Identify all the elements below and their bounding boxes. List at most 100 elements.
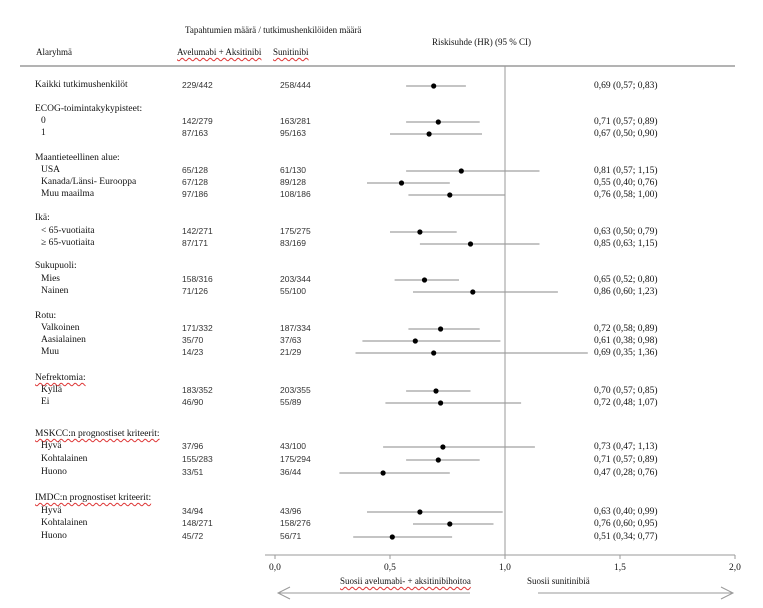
arm1-events: 155/283 — [182, 454, 213, 464]
arm1-events: 46/90 — [182, 397, 204, 407]
row-label: 0 — [41, 116, 46, 126]
hr-point — [438, 326, 444, 332]
arm2-events: 55/100 — [280, 286, 306, 296]
arm2-events: 36/44 — [280, 467, 302, 477]
hr-point — [389, 534, 395, 540]
hr-ci-text: 0,47 (0,28; 0,76) — [594, 468, 658, 478]
hr-ci-text: 0,63 (0,40; 0,99) — [594, 507, 658, 517]
right-arrow-head — [720, 586, 735, 600]
arm2-events: 258/444 — [280, 80, 311, 90]
x-tick-label: 1,0 — [499, 563, 511, 573]
arm2-events: 95/163 — [280, 128, 306, 138]
arm2-events: 158/276 — [280, 518, 311, 528]
arm1-events: 37/96 — [182, 441, 204, 451]
arm2-events: 203/355 — [280, 385, 311, 395]
arm2-column-header: Sunitinibi — [273, 47, 309, 57]
row-label: USA — [41, 165, 61, 175]
hr-ci-text: 0,86 (0,60; 1,23) — [594, 287, 658, 297]
row-label: < 65-vuotiaita — [41, 226, 95, 236]
arm1-events: 71/126 — [182, 286, 208, 296]
row-label: Valkoinen — [41, 323, 80, 333]
subgroup-heading: Rotu: — [35, 311, 57, 321]
hr-ci-text: 0,61 (0,38; 0,98) — [594, 336, 658, 346]
subgroup-heading: MSKCC:n prognostiset kriteerit: — [35, 429, 160, 439]
arm1-events: 35/70 — [182, 335, 204, 345]
hr-ci-text: 0,51 (0,34; 0,77) — [594, 532, 658, 542]
arm1-events: 142/271 — [182, 226, 213, 236]
hr-ci-text: 0,71 (0,57; 0,89) — [594, 117, 658, 127]
arm1-events: 14/23 — [182, 347, 204, 357]
hr-point — [458, 168, 464, 174]
arm1-events: 158/316 — [182, 274, 213, 284]
arm1-events: 97/186 — [182, 189, 208, 199]
arm2-events: 108/186 — [280, 189, 311, 199]
row-label: Kohtalainen — [41, 518, 88, 528]
row-label: Kohtalainen — [41, 454, 88, 464]
hr-ci-text: 0,76 (0,58; 1,00) — [594, 190, 658, 200]
hr-point — [447, 521, 453, 527]
hr-ci-text: 0,65 (0,52; 0,80) — [594, 275, 658, 285]
hr-ci-text: 0,70 (0,57; 0,85) — [594, 386, 658, 396]
hr-point — [433, 388, 439, 394]
arm1-events: 87/163 — [182, 128, 208, 138]
row-label: Kanada/Länsi- Eurooppa — [41, 177, 137, 187]
arm2-events: 43/96 — [280, 506, 302, 516]
arm1-events: 171/332 — [182, 323, 213, 333]
arm2-events: 21/29 — [280, 347, 302, 357]
hr-ci-text: 0,67 (0,50; 0,90) — [594, 129, 658, 139]
hr-point — [470, 289, 476, 295]
subgroup-heading: Maantieteellinen alue: — [35, 153, 120, 163]
hr-ci-text: 0,72 (0,48; 1,07) — [594, 398, 658, 408]
hr-ci-text: 0,63 (0,50; 0,79) — [594, 227, 658, 237]
row-label: 1 — [41, 128, 46, 138]
arm1-events: 229/442 — [182, 80, 213, 90]
hr-point — [380, 470, 386, 476]
row-label: Kaikki tutkimushenkilöt — [35, 80, 128, 90]
arm1-events: 183/352 — [182, 385, 213, 395]
x-tick-label: 0,0 — [269, 563, 281, 573]
events-header: Tapahtumien määrä / tutkimushenkilöiden … — [185, 25, 362, 35]
hr-column-header: Riskisuhde (HR) (95 % CI) — [432, 37, 531, 47]
row-label: Hyvä — [41, 441, 62, 451]
x-tick-label: 1,5 — [614, 563, 626, 573]
subgroup-heading: ECOG-toimintakykypisteet: — [35, 104, 143, 114]
hr-point — [435, 457, 441, 463]
arm2-events: 89/128 — [280, 177, 306, 187]
hr-point — [417, 509, 423, 515]
arm2-events: 203/344 — [280, 274, 311, 284]
arm2-events: 83/169 — [280, 238, 306, 248]
arm1-events: 67/128 — [182, 177, 208, 187]
arm1-events: 33/51 — [182, 467, 204, 477]
hr-ci-text: 0,76 (0,60; 0,95) — [594, 519, 658, 529]
subgroup-heading: IMDC:n prognostiset kriteerit: — [35, 493, 152, 503]
x-tick-label: 2,0 — [729, 563, 741, 573]
hr-point — [431, 83, 437, 89]
arm1-events: 45/72 — [182, 531, 204, 541]
hr-ci-text: 0,73 (0,47; 1,13) — [594, 442, 658, 452]
left-arrow-head — [276, 586, 291, 600]
hr-point — [447, 192, 453, 198]
hr-point — [426, 131, 432, 137]
arm2-events: 187/334 — [280, 323, 311, 333]
hr-point — [435, 119, 441, 125]
favors-right-label: Suosii sunitinibiä — [527, 576, 590, 586]
hr-ci-text: 0,55 (0,40; 0,76) — [594, 178, 658, 188]
row-label: Huono — [41, 467, 67, 477]
hr-point — [412, 338, 418, 344]
arm1-events: 65/128 — [182, 165, 208, 175]
hr-ci-text: 0,71 (0,57; 0,89) — [594, 455, 658, 465]
arm2-events: 43/100 — [280, 441, 306, 451]
subgroup-heading: Nefrektomia: — [35, 373, 86, 383]
hr-point — [467, 241, 474, 247]
arm2-events: 163/281 — [280, 116, 311, 126]
row-label: Muu maailma — [41, 189, 95, 199]
hr-ci-text: 0,69 (0,35; 1,36) — [594, 348, 658, 358]
row-label: Aasialainen — [41, 335, 86, 345]
arm1-column-header: Avelumabi + Aksitinibi — [177, 47, 262, 57]
favors-left-label: Suosii avelumabi- + aksitinibihoitoa — [340, 576, 471, 586]
row-label: Huono — [41, 531, 67, 541]
row-label: Kyllä — [41, 385, 63, 395]
arm2-events: 175/294 — [280, 454, 311, 464]
hr-point — [417, 229, 423, 235]
